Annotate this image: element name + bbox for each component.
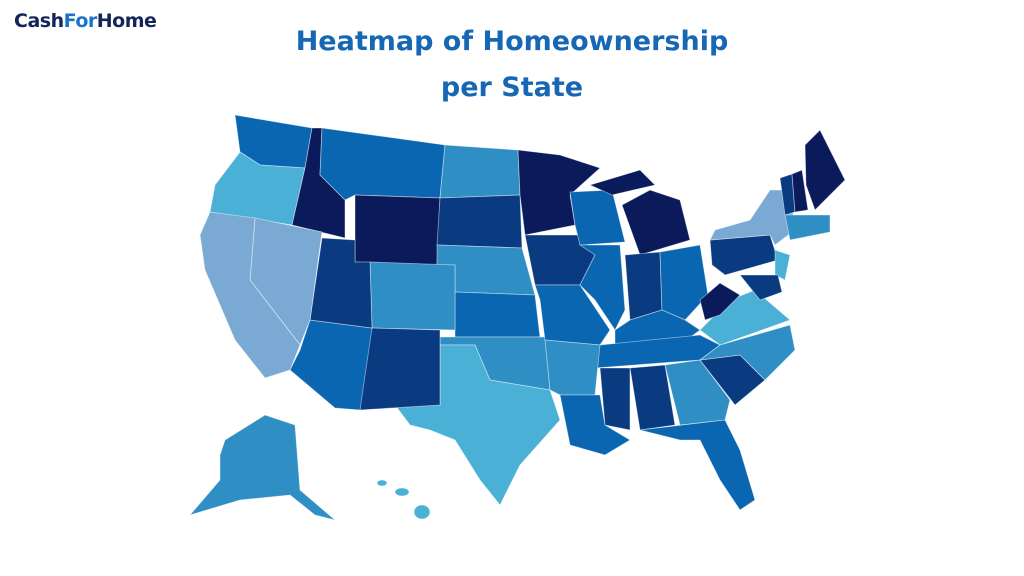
state	[624, 251, 663, 321]
state	[699, 282, 741, 321]
states	[188, 114, 846, 521]
state	[376, 479, 388, 487]
logo-part: Cash	[14, 10, 64, 32]
state	[578, 244, 626, 331]
state	[588, 169, 656, 196]
state	[394, 487, 410, 497]
state	[739, 274, 783, 301]
state	[774, 249, 791, 281]
state	[784, 214, 831, 241]
state	[559, 394, 631, 456]
state	[319, 127, 446, 201]
state	[621, 189, 691, 256]
state	[791, 169, 809, 213]
state	[439, 144, 521, 199]
state	[629, 364, 676, 431]
state	[698, 324, 796, 381]
state	[188, 414, 336, 521]
state	[639, 419, 756, 511]
state	[359, 327, 441, 411]
state	[599, 367, 631, 431]
logo-part: Home	[96, 10, 157, 32]
state	[659, 244, 709, 321]
logo: CashForHome	[14, 10, 157, 32]
state	[544, 339, 601, 396]
state	[369, 261, 456, 331]
state	[569, 189, 626, 246]
state	[804, 129, 846, 211]
state	[394, 344, 561, 506]
state	[354, 194, 441, 266]
state	[199, 211, 301, 379]
title-line: Heatmap of Homeownership	[295, 26, 729, 57]
state	[709, 234, 779, 276]
state	[413, 504, 431, 520]
state	[436, 194, 523, 249]
logo-part: For	[63, 10, 98, 32]
state	[664, 359, 731, 426]
state	[454, 291, 541, 338]
state	[709, 189, 796, 246]
title-line: per State	[440, 72, 584, 103]
